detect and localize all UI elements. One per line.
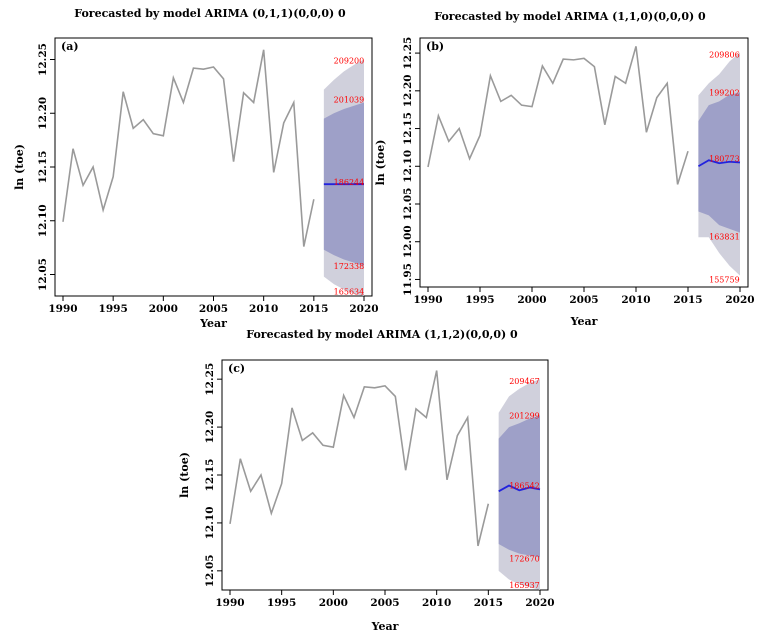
panel-label: (a) <box>61 40 79 53</box>
y-tick-label: 12.00 <box>402 225 414 258</box>
forecast-mean-line <box>498 484 541 493</box>
forecast-mean-line <box>697 159 741 168</box>
history-series-line <box>427 46 689 185</box>
panel-label: (b) <box>426 40 444 53</box>
forecast-value-label: 201039 <box>334 95 365 104</box>
y-tick-label: 12.25 <box>37 43 49 76</box>
x-tick-label: 2020 <box>525 597 554 609</box>
x-tick-label: 2000 <box>149 303 178 315</box>
panel-label: (c) <box>228 362 245 375</box>
x-tick-label: 2005 <box>569 294 598 306</box>
x-tick-label: 2000 <box>517 294 546 306</box>
x-tick-label: 1995 <box>267 597 296 609</box>
x-tick-label: 2010 <box>422 597 451 609</box>
y-axis-label: ln (toe) <box>374 140 387 186</box>
forecast-value-label: 155759 <box>709 275 740 284</box>
chart-panel-a: Forecasted by model ARIMA (0,1,1)(0,0,0)… <box>13 7 379 330</box>
x-tick-label: 2020 <box>349 303 378 315</box>
chart-title: Forecasted by model ARIMA (1,1,0)(0,0,0)… <box>434 10 706 23</box>
forecast-value-label: 163831 <box>709 232 740 241</box>
chart-title: Forecasted by model ARIMA (1,1,2)(0,0,0)… <box>246 328 518 341</box>
x-tick-label: 2015 <box>299 303 328 315</box>
forecast-value-label: 201299 <box>509 412 540 421</box>
x-tick-label: 2015 <box>474 597 503 609</box>
x-axis-label: Year <box>199 317 227 330</box>
forecast-value-label: 209806 <box>709 51 740 60</box>
y-tick-label: 12.20 <box>37 97 49 130</box>
y-tick-label: 12.15 <box>204 459 216 492</box>
x-tick-label: 1990 <box>413 294 442 306</box>
y-tick-label: 12.10 <box>37 204 49 237</box>
y-axis-label: ln (toe) <box>13 144 26 190</box>
x-tick-label: 1995 <box>465 294 494 306</box>
forecast-value-label: 186542 <box>509 482 540 491</box>
y-tick-label: 12.05 <box>402 188 414 221</box>
y-tick-label: 12.20 <box>402 74 414 107</box>
x-tick-label: 2000 <box>319 597 348 609</box>
x-tick-label: 1990 <box>215 597 244 609</box>
chart-title: Forecasted by model ARIMA (0,1,1)(0,0,0)… <box>74 7 346 20</box>
y-tick-label: 12.15 <box>37 151 49 184</box>
x-tick-label: 2010 <box>621 294 650 306</box>
y-tick-label: 12.10 <box>402 150 414 183</box>
x-tick-label: 2020 <box>725 294 754 306</box>
y-tick-label: 12.05 <box>37 258 49 291</box>
forecast-value-label: 209467 <box>509 377 540 386</box>
x-tick-label: 2015 <box>673 294 702 306</box>
forecast-value-label: 180773 <box>709 155 740 164</box>
forecast-value-label: 165937 <box>509 581 540 590</box>
forecast-value-label: 172338 <box>334 262 365 271</box>
x-axis-label: Year <box>371 620 399 633</box>
history-series-line <box>229 370 490 547</box>
y-tick-label: 12.15 <box>402 112 414 145</box>
chart-panel-c: Forecasted by model ARIMA (1,1,2)(0,0,0)… <box>178 328 555 633</box>
x-tick-label: 1995 <box>99 303 128 315</box>
y-tick-label: 12.10 <box>204 506 216 539</box>
forecast-value-label: 172670 <box>509 554 540 563</box>
chart-panel-b: Forecasted by model ARIMA (1,1,0)(0,0,0)… <box>374 10 755 328</box>
x-axis-label: Year <box>570 315 598 328</box>
y-tick-label: 11.95 <box>402 263 414 296</box>
x-tick-label: 1990 <box>48 303 77 315</box>
forecast-value-label: 186244 <box>334 178 365 187</box>
y-tick-label: 12.25 <box>402 37 414 70</box>
y-tick-label: 12.25 <box>204 363 216 396</box>
forecast-value-label: 209200 <box>334 57 365 66</box>
y-tick-label: 12.05 <box>204 554 216 587</box>
forecast-value-label: 165634 <box>334 288 365 297</box>
x-tick-label: 2005 <box>199 303 228 315</box>
forecast-value-label: 199202 <box>709 88 740 97</box>
x-tick-label: 2005 <box>370 597 399 609</box>
y-axis-label: ln (toe) <box>178 452 191 498</box>
y-tick-label: 12.20 <box>204 411 216 444</box>
history-series-line <box>62 49 315 247</box>
x-tick-label: 2010 <box>249 303 278 315</box>
forecast-band-80 <box>498 415 540 558</box>
